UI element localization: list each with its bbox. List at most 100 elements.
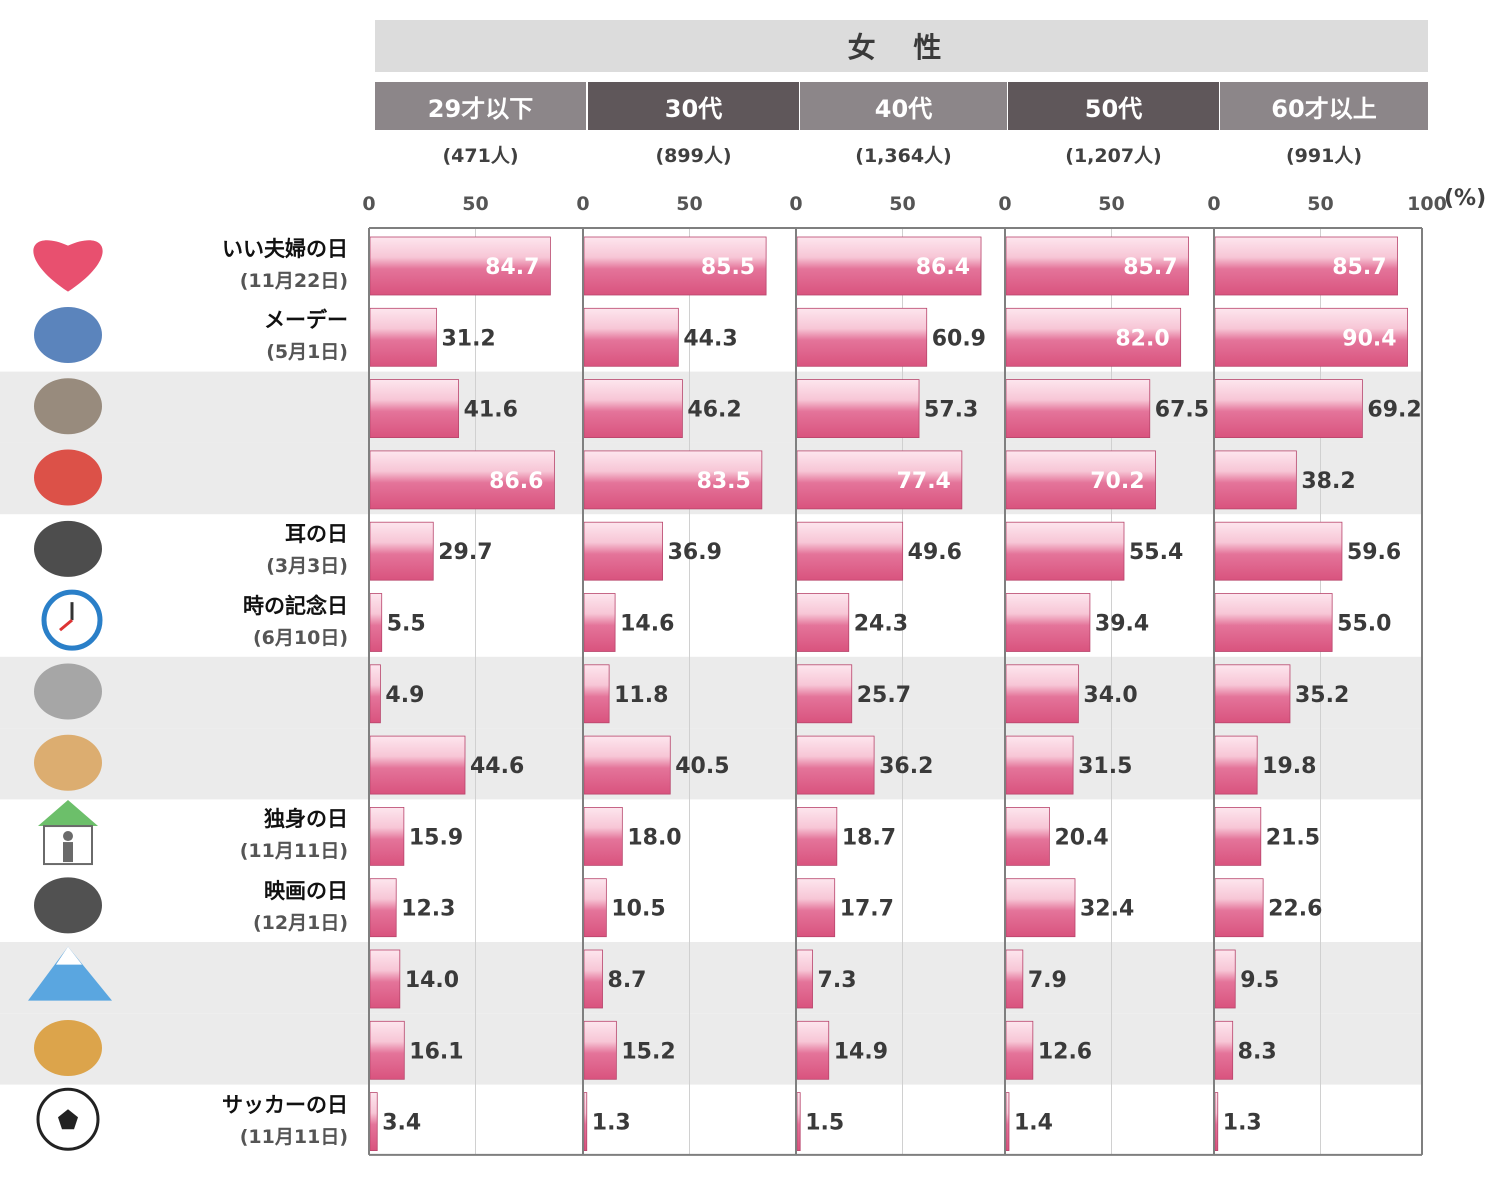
data-label: 35.2 xyxy=(1295,683,1349,708)
bar xyxy=(1005,807,1050,866)
tick-label: 50 xyxy=(1098,193,1124,215)
data-label: 49.6 xyxy=(908,540,962,565)
workers-group-icon xyxy=(34,306,102,363)
data-label: 7.9 xyxy=(1028,968,1067,993)
data-label: 14.0 xyxy=(405,968,459,993)
bar xyxy=(1214,664,1291,724)
bar xyxy=(796,450,963,510)
bar xyxy=(1005,379,1151,439)
bar xyxy=(796,307,928,367)
bar xyxy=(583,307,679,367)
category-label: サッカーの日 (11月11日) xyxy=(222,1092,348,1150)
mount-fuji-icon xyxy=(28,946,112,1001)
category-date: (3月3日) xyxy=(266,555,348,578)
category-label: 映画の日 (12月1日) xyxy=(253,878,348,936)
chart-title: 女 性 xyxy=(375,20,1428,72)
bar xyxy=(369,1092,378,1151)
category-name: 時の記念日 xyxy=(243,593,348,618)
data-label: 4.9 xyxy=(385,683,424,708)
pocky-sticks-icon xyxy=(34,449,102,506)
movie-camera-icon xyxy=(34,877,102,934)
category-label: 耳の日 (3月3日) xyxy=(266,521,348,579)
data-label: 7.3 xyxy=(818,968,857,993)
bar xyxy=(796,664,853,724)
row-shade xyxy=(0,371,1423,443)
data-label: 12.3 xyxy=(401,897,455,922)
bar xyxy=(1214,807,1262,866)
data-label: 21.5 xyxy=(1266,825,1320,850)
data-label: 38.2 xyxy=(1301,469,1355,494)
bar xyxy=(369,307,437,367)
bar xyxy=(796,593,850,652)
data-label: 46.2 xyxy=(687,398,741,423)
bar xyxy=(1005,450,1156,510)
tick-label: 100 xyxy=(1407,193,1447,215)
sample-size: (1,364人) xyxy=(855,144,952,167)
bar xyxy=(1005,878,1076,938)
data-label: 3.4 xyxy=(382,1111,421,1136)
category-date: (5月1日) xyxy=(266,341,348,364)
tick-label: 50 xyxy=(889,193,915,215)
category-name: 耳の日 xyxy=(285,522,348,547)
category-date: (11月11日) xyxy=(239,1125,348,1148)
row-shade xyxy=(0,728,1423,800)
bar xyxy=(1214,949,1236,1009)
bar xyxy=(1214,1092,1219,1151)
bar xyxy=(583,1092,588,1151)
bar xyxy=(369,735,466,795)
bar xyxy=(369,521,434,581)
data-label: 11.8 xyxy=(614,683,668,708)
bar xyxy=(583,949,603,1009)
data-label: 67.5 xyxy=(1155,398,1209,423)
bar xyxy=(1214,450,1297,510)
data-label: 5.5 xyxy=(387,612,426,637)
row-shade xyxy=(0,656,1423,729)
tick-label: 0 xyxy=(789,193,802,215)
category-label: 独身の日 (11月11日) xyxy=(240,806,348,864)
bar xyxy=(583,379,683,439)
category-date: (11月11日) xyxy=(239,840,348,863)
bar xyxy=(1214,521,1343,581)
data-label: 36.9 xyxy=(668,540,722,565)
clock-icon xyxy=(41,589,103,651)
data-label: 16.1 xyxy=(409,1039,463,1064)
tick-label: 0 xyxy=(1207,193,1220,215)
bar xyxy=(796,236,982,296)
bar xyxy=(796,878,836,938)
age-header: 60才以上 xyxy=(1220,82,1428,130)
data-label: 29.7 xyxy=(438,540,492,565)
data-label: 12.6 xyxy=(1038,1039,1092,1064)
tick-label: 50 xyxy=(462,193,488,215)
unit-label: (%) xyxy=(1444,186,1487,211)
data-label: 70.2 xyxy=(1090,469,1144,494)
bar xyxy=(1005,1092,1010,1151)
bar xyxy=(1005,1020,1034,1080)
category-name: サッカーの日 xyxy=(222,1092,348,1117)
data-label: 69.2 xyxy=(1367,398,1421,423)
data-label: 59.6 xyxy=(1347,540,1401,565)
data-label: 82.0 xyxy=(1115,326,1169,351)
bar xyxy=(796,521,904,581)
bar xyxy=(583,664,610,724)
data-label: 15.9 xyxy=(409,825,463,850)
soccer-ball-icon xyxy=(36,1087,100,1151)
data-label: 85.5 xyxy=(701,255,755,280)
bar xyxy=(369,664,381,724)
data-label: 44.3 xyxy=(683,326,737,351)
data-label: 22.6 xyxy=(1268,897,1322,922)
data-label: 17.7 xyxy=(840,897,894,922)
bar xyxy=(1005,735,1074,795)
data-label: 25.7 xyxy=(857,683,911,708)
data-label: 60.9 xyxy=(932,326,986,351)
category-name: 独身の日 xyxy=(264,807,348,832)
cat-ear-girl-icon xyxy=(34,520,102,577)
sample-size: (991人) xyxy=(1285,144,1363,167)
bar xyxy=(1214,878,1264,938)
bar xyxy=(583,521,663,581)
age-header: 40代 xyxy=(800,82,1007,130)
bar xyxy=(369,878,397,938)
data-label: 31.5 xyxy=(1078,754,1132,779)
category-name: いい夫婦の日 xyxy=(222,237,348,261)
data-label: 1.5 xyxy=(805,1111,844,1136)
